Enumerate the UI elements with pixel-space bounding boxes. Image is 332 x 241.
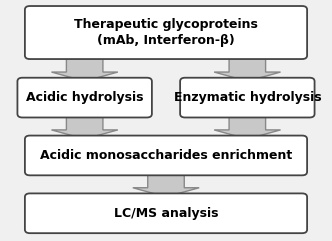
FancyBboxPatch shape (180, 78, 315, 118)
FancyBboxPatch shape (25, 135, 307, 175)
Polygon shape (214, 55, 281, 81)
FancyBboxPatch shape (25, 6, 307, 59)
Text: Enzymatic hydrolysis: Enzymatic hydrolysis (174, 91, 321, 104)
Text: Therapeutic glycoproteins
(mAb, Interferon-β): Therapeutic glycoproteins (mAb, Interfer… (74, 18, 258, 47)
Text: Acidic hydrolysis: Acidic hydrolysis (26, 91, 143, 104)
Polygon shape (133, 172, 199, 197)
FancyBboxPatch shape (25, 193, 307, 233)
FancyBboxPatch shape (18, 78, 152, 118)
Polygon shape (51, 114, 118, 139)
Polygon shape (51, 55, 118, 81)
Polygon shape (214, 114, 281, 139)
Text: Acidic monosaccharides enrichment: Acidic monosaccharides enrichment (40, 149, 292, 162)
Text: LC/MS analysis: LC/MS analysis (114, 207, 218, 220)
